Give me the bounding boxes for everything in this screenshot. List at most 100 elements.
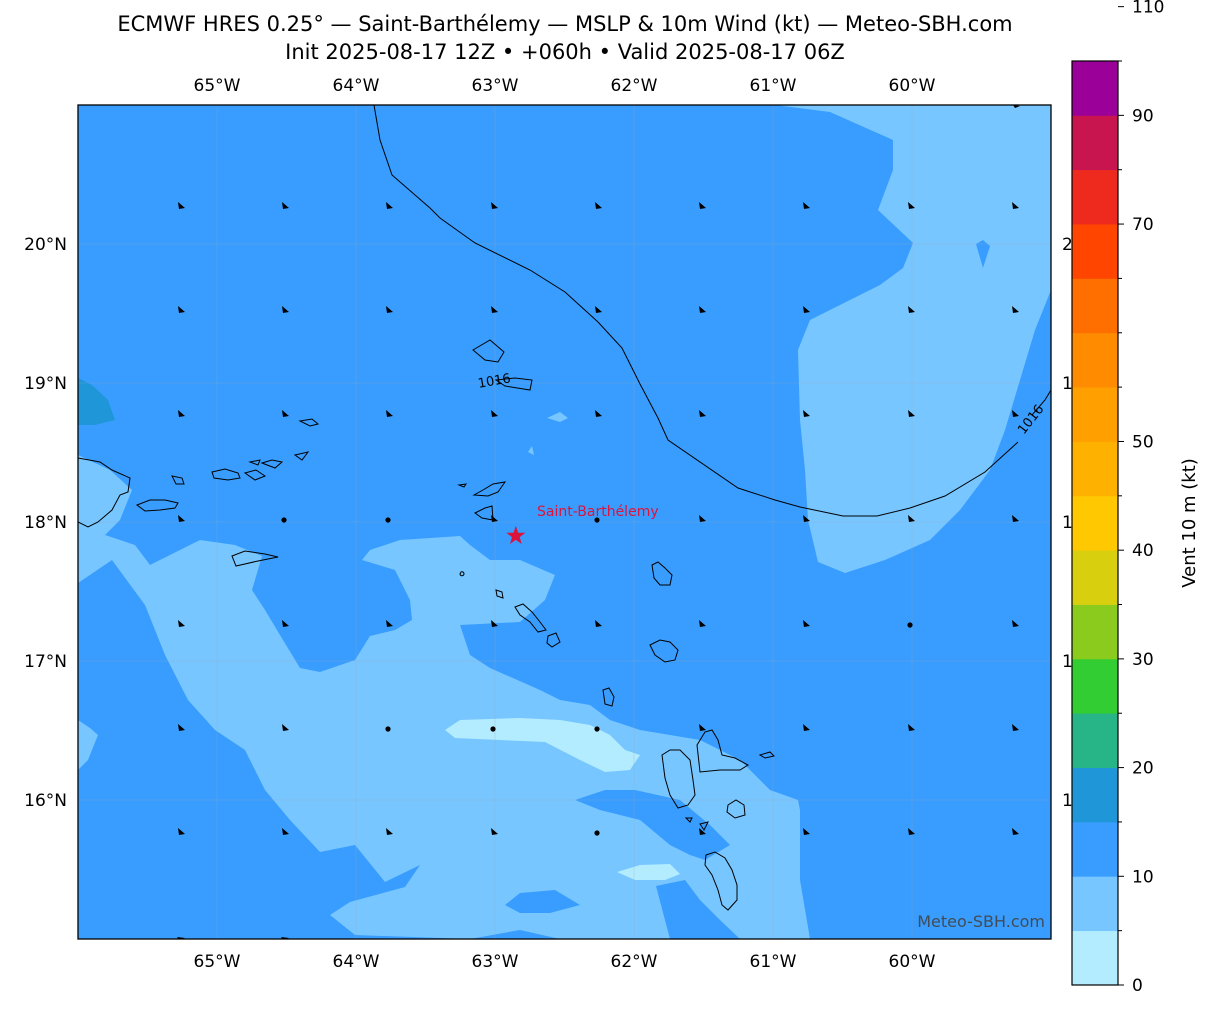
lon-label-bottom: 60°W: [889, 952, 936, 972]
lon-label-top: 61°W: [750, 76, 797, 96]
wind-barb: [908, 306, 915, 313]
axis-labels: 65°W 65°W 64°W 64°W 63°W 63°W 62°W 62°W 61°W 61°W…: [24, 76, 936, 972]
calm-wind-dot: [594, 726, 600, 732]
wind-barb: [1012, 620, 1019, 627]
wind-fill-5-10-west: [78, 455, 132, 555]
wind-barb: [386, 306, 393, 313]
wind-barb: [178, 410, 185, 417]
wind-barb: [595, 306, 602, 313]
colorbar: 0 10 20 30 40 50 70 90 110: [1071, 0, 1164, 996]
lat-label-left: 18°N: [24, 513, 67, 533]
colorbar-segment: [1072, 604, 1118, 660]
montserrat-coast: [602, 687, 615, 707]
st-martin-coast: [472, 481, 507, 497]
colorbar-segment: [1072, 169, 1118, 225]
colorbar-segment: [1072, 387, 1118, 442]
marker-label: Saint-Barthélemy: [537, 504, 659, 520]
wind-barb: [491, 306, 498, 313]
island-coast: [298, 418, 320, 427]
wind-barb: [491, 410, 498, 417]
isobar-label: 1016: [477, 371, 512, 392]
desirade-coast: [758, 751, 775, 759]
lat-label-left: 17°N: [24, 652, 67, 672]
colorbar-segment: [1072, 821, 1118, 877]
wind-barb: [386, 620, 393, 627]
barbuda-coast: [651, 561, 673, 586]
wind-barb: [491, 202, 498, 209]
wind-barb: [908, 202, 915, 209]
wind-fill-5-10-patch: [528, 446, 534, 455]
calm-wind-dot: [490, 726, 496, 732]
colorbar-segment: [1072, 767, 1118, 823]
statia-coast: [495, 589, 504, 599]
lat-label-left: 16°N: [24, 791, 67, 811]
island-coast: [293, 451, 310, 461]
wind-barb: [803, 515, 810, 522]
lon-label-top: 60°W: [889, 76, 936, 96]
lon-label-bottom: 63°W: [472, 952, 519, 972]
wind-barb: [1012, 410, 1019, 417]
colorbar-tick-label: 20: [1132, 759, 1154, 779]
colorbar-segment: [1072, 441, 1118, 497]
wind-barb: [699, 515, 706, 522]
wind-barb: [386, 828, 393, 835]
island-coast: [243, 469, 267, 481]
hispaniola-coast: [78, 457, 131, 528]
wind-fill-10-15-southeast-patch: [656, 880, 740, 939]
colorbar-tick-label: 70: [1132, 215, 1154, 235]
wind-barb: [1012, 306, 1019, 313]
wind-fill-5-10-southwest-patch: [78, 720, 98, 770]
lon-label-top: 63°W: [472, 76, 519, 96]
wind-barb: [803, 306, 810, 313]
island-coast: [699, 821, 709, 831]
wind-barb: [595, 620, 602, 627]
wind-fill-0-5-south: [445, 718, 640, 772]
wind-barb: [178, 515, 185, 522]
wind-barb: [1012, 724, 1019, 731]
island-coast: [457, 483, 468, 488]
lat-label-left: 19°N: [24, 374, 67, 394]
wind-barb: [178, 202, 185, 209]
wind-barb: [282, 828, 289, 835]
lon-label-bottom: 62°W: [611, 952, 658, 972]
wind-fill-15-20-west: [78, 378, 115, 425]
chart-title: ECMWF HRES 0.25° — Saint-Barthélemy — MS…: [117, 12, 1013, 36]
watermark: Meteo-SBH.com: [917, 912, 1045, 931]
st-croix-coast: [231, 550, 279, 567]
colorbar-segment: [1072, 876, 1118, 932]
wind-barb: [908, 828, 915, 835]
calm-wind-dot: [594, 830, 600, 836]
wind-barbs: [177, 105, 1020, 939]
wind-barb: [803, 202, 810, 209]
wind-barb: [803, 410, 810, 417]
colorbar-frame: [1071, 60, 1119, 986]
colorbar-segment: [1072, 115, 1118, 171]
colorbar-segment: [1072, 332, 1118, 388]
island-coast: [171, 475, 185, 485]
wind-barb: [282, 620, 289, 627]
wind-barb: [386, 202, 393, 209]
wind-barb: [803, 620, 810, 627]
wind-barb: [178, 620, 185, 627]
wind-barb: [803, 724, 810, 731]
wind-barb: [595, 202, 602, 209]
island-coast: [248, 459, 261, 466]
gridlines: [78, 105, 1051, 939]
calm-wind-dot: [594, 517, 600, 523]
lon-label-top: 65°W: [194, 76, 241, 96]
colorbar-segment: [1072, 278, 1118, 334]
antigua-coast: [649, 639, 679, 663]
nevis-coast: [546, 632, 561, 648]
colorbar-segment: [1072, 930, 1118, 986]
colorbar-segment: [1072, 550, 1118, 605]
wind-barb: [699, 306, 706, 313]
wind-barb: [282, 202, 289, 209]
wind-barb: [282, 410, 289, 417]
wind-barb: [699, 202, 706, 209]
wind-barb: [908, 515, 915, 522]
wind-fill-10-15-south-patch: [575, 790, 730, 860]
colorbar-segment: [1072, 713, 1118, 768]
wind-barb: [1012, 202, 1019, 209]
wind-barb: [699, 828, 706, 835]
